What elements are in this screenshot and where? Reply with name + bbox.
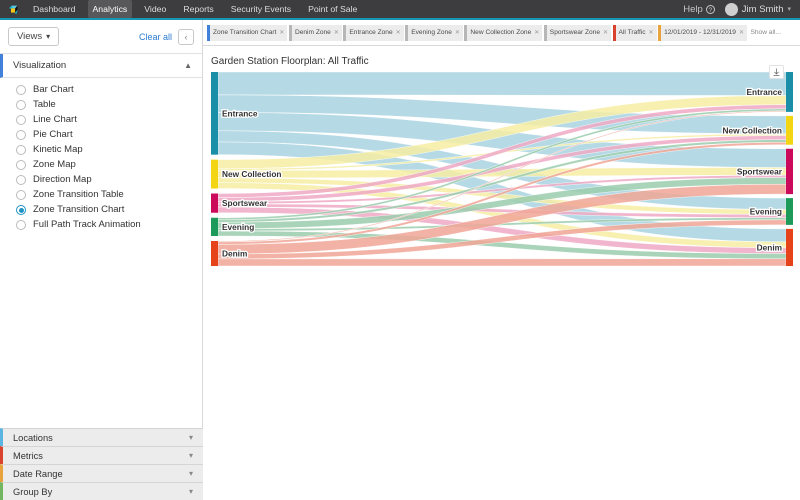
svg-text:Sportswear: Sportswear — [222, 198, 268, 208]
svg-text:Entrance: Entrance — [222, 108, 258, 118]
svg-text:Entrance: Entrance — [746, 87, 782, 97]
svg-text:Denim: Denim — [757, 242, 782, 252]
svg-text:Sportswear: Sportswear — [737, 166, 783, 176]
svg-text:New Collection: New Collection — [723, 125, 782, 135]
svg-text:New Collection: New Collection — [222, 169, 281, 179]
svg-text:Evening: Evening — [750, 207, 782, 217]
svg-text:Evening: Evening — [222, 222, 254, 232]
svg-text:Denim: Denim — [222, 249, 247, 259]
